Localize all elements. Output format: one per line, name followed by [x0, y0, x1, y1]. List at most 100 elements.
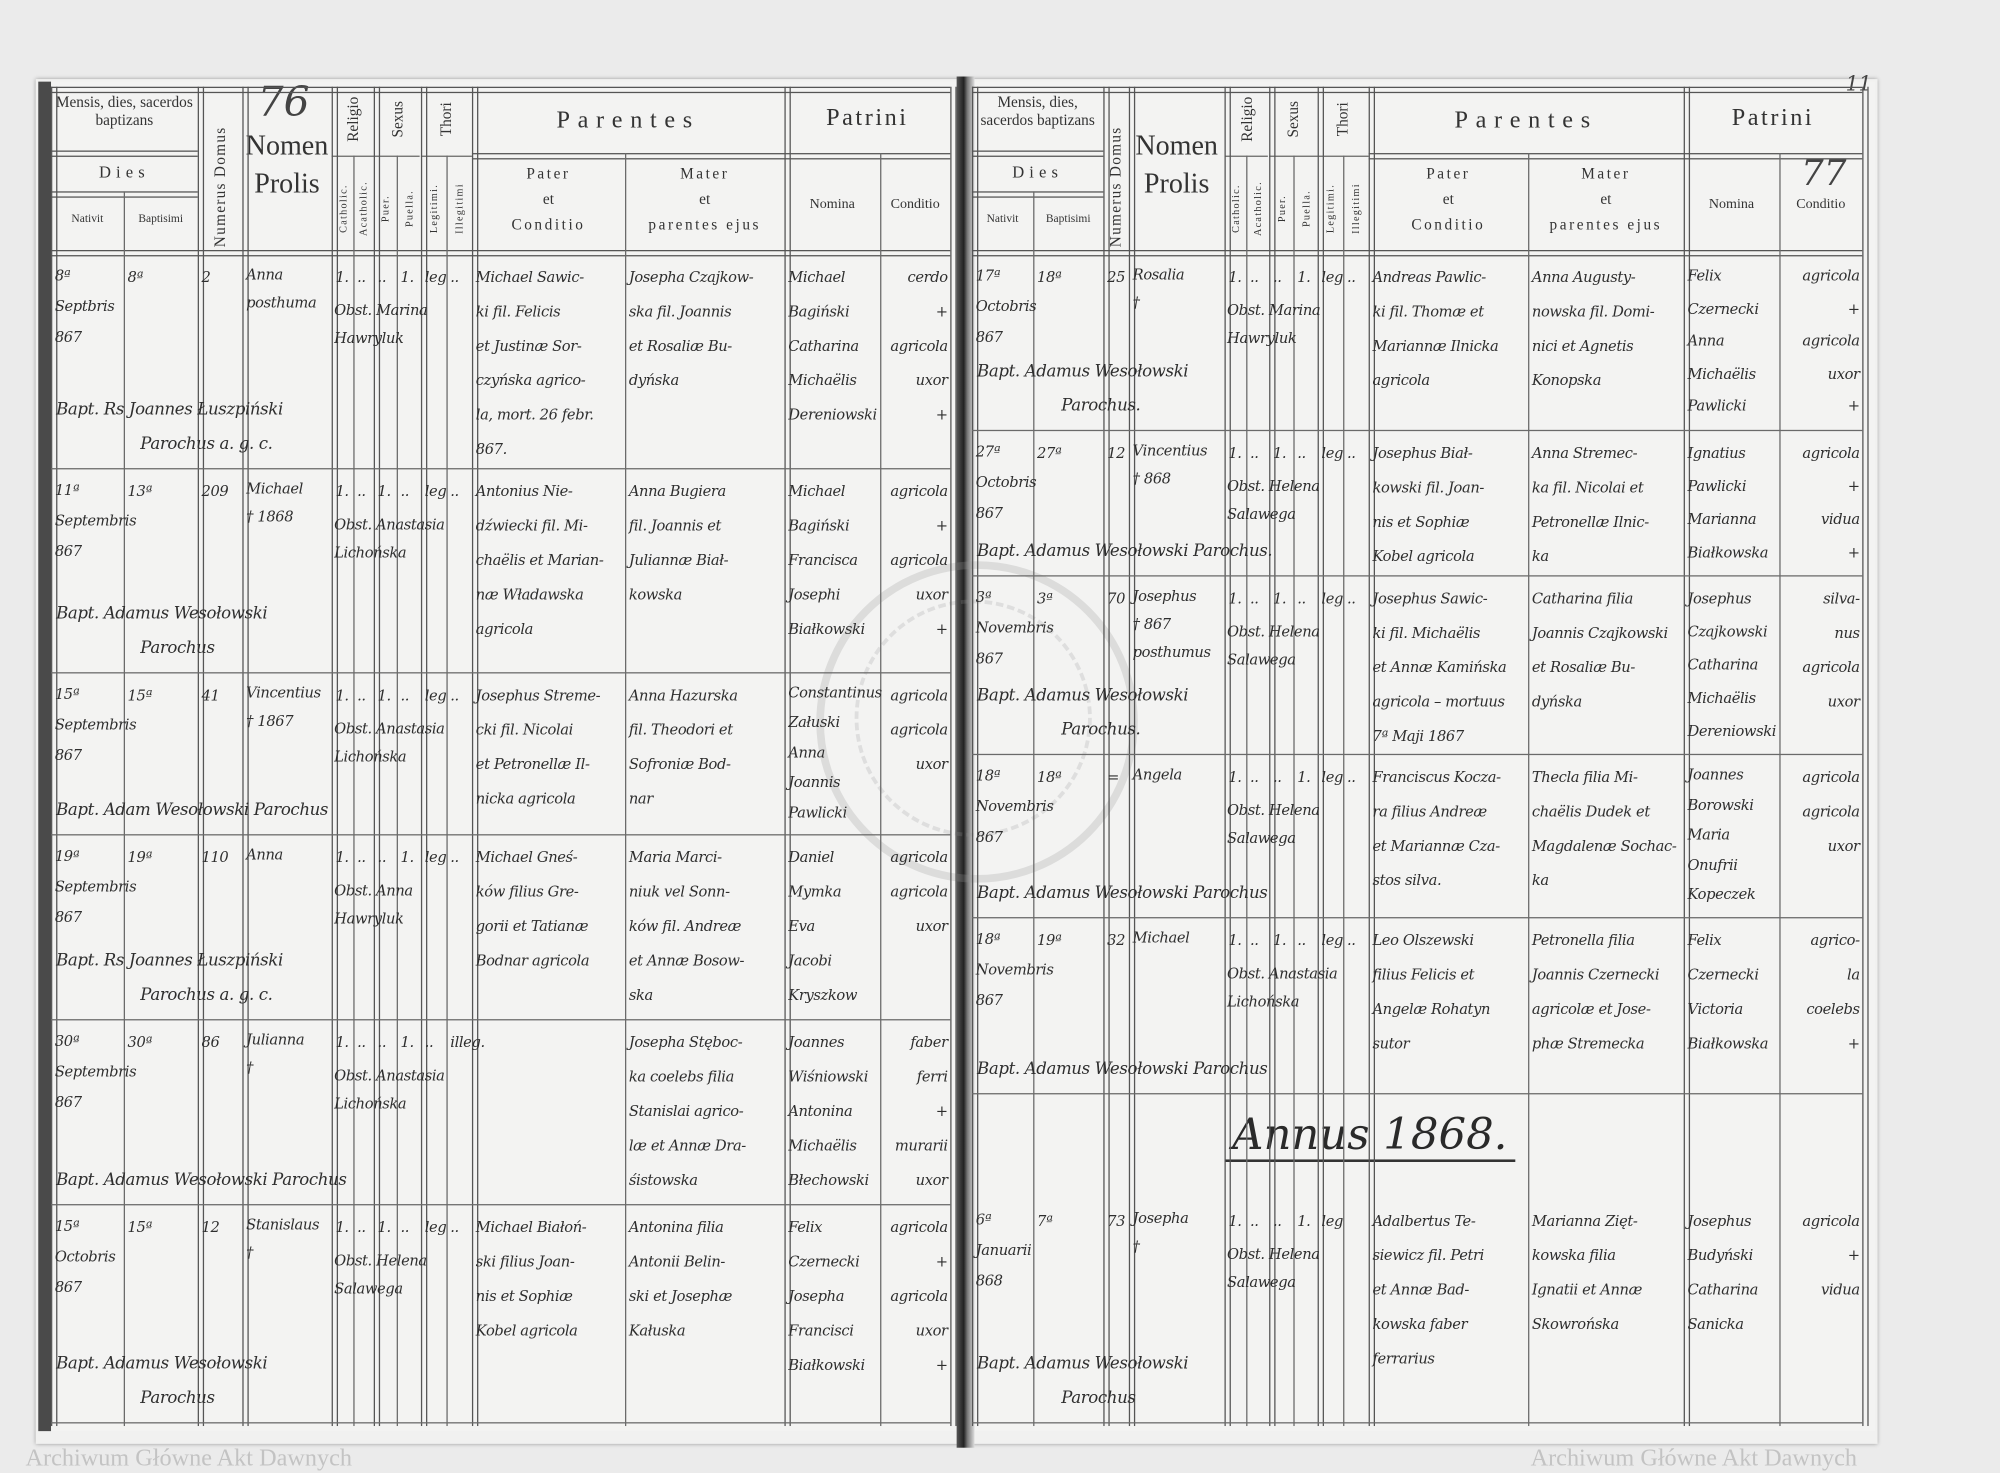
header-sexus: Sexus — [387, 100, 406, 138]
header-mensis: Mensis, dies, sacerdos baptizans — [980, 93, 1095, 129]
nomen-line: † — [246, 1058, 254, 1077]
cell-puella: .. — [400, 1218, 410, 1236]
cell-mater: Thecla filia Mi-chaëlis Dudek et Magdalen… — [1532, 760, 1681, 898]
mater-line: ka — [1531, 871, 1549, 890]
cell-illegitimi: .. — [1346, 767, 1356, 786]
header-acatholic: Acatholic. — [1251, 181, 1264, 237]
cell-puella: 1. — [400, 267, 415, 286]
row-rule — [51, 834, 951, 836]
cell-domus: 86 — [201, 1033, 220, 1052]
cell-nativit: 8ª Septbris 867 — [55, 260, 121, 352]
cell-catholic: 1. — [1228, 1211, 1242, 1230]
cell-obstetrix: Obst. Marina Hawryluk — [334, 301, 428, 347]
patrini-conditio-line: agricola — [890, 336, 948, 355]
pater-line: Kobel agricola — [1372, 547, 1475, 566]
cell-acatholic: .. — [1249, 931, 1259, 949]
cell-patrini-nomina: Daniel Mymka Eva Jacobi Kryszkow — [788, 841, 877, 1013]
patrini-nomina-line: Czajkowski — [1687, 622, 1768, 641]
cell-domus: 41 — [201, 686, 220, 705]
pater-line: et Annæ Bad- — [1372, 1280, 1469, 1299]
cell-patrini-nomina: Ignatius Pawlicki Marianna Białkowska — [1687, 436, 1776, 569]
patrini-nomina-line: Francisci — [788, 1321, 854, 1340]
cell-baptizans-line: Bapt. Adamus Wesołowski Parochus — [977, 1059, 1268, 1080]
patrini-conditio-line: agricola — [890, 848, 948, 867]
patrini-conditio-line: + — [935, 1355, 948, 1374]
cell-illegitimi: .. — [450, 848, 459, 867]
cell-patrini-nomina: Joannes Wiśniowski Antonina Michaëlis Błecho… — [788, 1026, 877, 1198]
cell-puer: .. — [377, 267, 387, 286]
column-rule — [1269, 86, 1276, 1427]
row-rule — [971, 1093, 1863, 1095]
cell-pater: Michael Sawic-ki fil. Felicis et Justinæ … — [476, 260, 623, 467]
cell-acatholic: .. — [1249, 267, 1259, 286]
cell-patrini-nomina: Felix Czernecki Josepha Francisci Białkowski — [788, 1210, 877, 1382]
cell-patrini-conditio: agricola + agricola uxor + — [884, 1210, 948, 1382]
cell-baptisimi: 8ª — [128, 260, 196, 294]
column-rule — [1246, 155, 1248, 1427]
cell-patrini-nomina: Michael Bagiński Catharina Michaëlis Derenio… — [788, 260, 877, 432]
nativit-line: 27ª — [975, 442, 1001, 461]
pater-line: 7ª Maji 1867 — [1372, 727, 1464, 745]
cell-legitimi: leg — [1321, 267, 1344, 286]
patrini-conditio-line: uxor — [1827, 692, 1860, 711]
patrini-conditio-line: + — [1847, 1246, 1860, 1265]
cell-puer: 1. — [1272, 443, 1287, 462]
pater-line: Antonius Nie- — [475, 482, 573, 500]
cell-mater: Antonina filia Antonii Belin-ski et Josep… — [629, 1210, 782, 1348]
cell-legitimi: leg — [424, 482, 447, 500]
cell-baptisimi: 15ª — [128, 1210, 196, 1244]
cell-patrini-conditio: agricola + agricola uxor + — [1783, 260, 1860, 423]
cell-domus: = — [1107, 767, 1120, 786]
pater-line: Michael Sawic- — [475, 267, 584, 286]
cell-obstetrix: Obst. Helena Salawega — [1227, 622, 1320, 669]
pater-line: ski filius Joan- — [475, 1252, 575, 1271]
pater-line: ki fil. Thomæ et — [1372, 302, 1484, 321]
pater-line: et Mariannæ Cza- — [1372, 836, 1500, 855]
patrini-conditio-line: agricola — [1802, 331, 1860, 350]
mater-line: nar — [628, 789, 653, 808]
mater-line: Petronellæ Ilnic- — [1531, 512, 1649, 531]
mater-line: kowska — [628, 585, 683, 604]
header-baptisimi: Baptisimi — [138, 211, 184, 225]
column-rule — [123, 191, 125, 1427]
patrini-conditio-line: coelebs — [1806, 999, 1860, 1018]
pater-line: dźwiecki fil. Mi- — [475, 516, 588, 535]
cell-mater: Catharina filia Joannis Czajkowski et Rosa… — [1532, 582, 1681, 720]
patrini-nomina-line: Michaëlis — [788, 371, 857, 390]
cell-nativit: 18ª Novembris 867 — [976, 923, 1054, 1015]
patrini-nomina-line: Felix — [788, 1218, 823, 1236]
patrini-nomina-line: Pawlicki — [1687, 477, 1747, 495]
cell-baptisimi: 13ª — [128, 474, 196, 508]
patrini-nomina-line: Francisca — [788, 551, 858, 569]
baptisimi-line: 8ª — [127, 267, 144, 286]
cell-patrini-conditio: agricola agricola uxor — [884, 841, 948, 944]
nativit-line: 867 — [975, 649, 1003, 668]
nativit-line: 867 — [54, 542, 82, 560]
nativit-line: 3ª — [975, 588, 992, 606]
mater-line: nici et Agnetis — [1531, 336, 1634, 355]
nomen-line: Rosalia — [1132, 265, 1185, 284]
header-illegitimi: Illegitimi — [453, 183, 465, 234]
patrini-conditio-line: + — [935, 516, 948, 535]
cell-legitimi: leg — [1321, 1211, 1344, 1230]
mater-line: Maria Marci- — [628, 848, 722, 867]
header-thori: Thori — [436, 102, 455, 137]
cell-nomen: Josephus † 867 posthumus — [1133, 582, 1222, 666]
nativit-line: Septembris — [54, 511, 137, 530]
cell-pater: Leo Olszewski filius Felicis et Angelæ Roh… — [1372, 923, 1525, 1061]
nativit-line: 867 — [54, 1278, 82, 1296]
cell-legitimi: leg — [424, 267, 447, 286]
patrini-conditio-line: uxor — [915, 585, 948, 604]
patrini-nomina-line: Dereniowski — [1687, 721, 1777, 740]
cell-puella: 1. — [400, 848, 415, 867]
mater-line: fil. Theodori et — [628, 720, 733, 739]
nativit-line: Octobris — [975, 473, 1037, 492]
patrini-conditio-line: agricola — [890, 1286, 948, 1305]
header-thori: Thori — [1333, 102, 1352, 137]
pater-line: Andreas Pawlic- — [1372, 267, 1486, 286]
column-rule — [1528, 153, 1530, 1427]
cell-acatholic: .. — [357, 686, 366, 705]
cell-acatholic: .. — [1249, 589, 1259, 608]
cell-domus: 70 — [1107, 589, 1126, 608]
patrini-conditio-line: + — [1847, 1034, 1860, 1053]
